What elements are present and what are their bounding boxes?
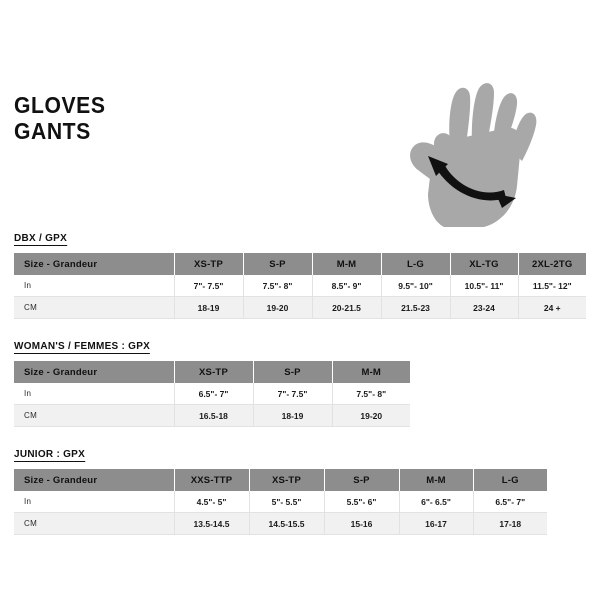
cell-in-xl: 10.5"- 11"	[450, 275, 519, 297]
cell-in-xs: 5"- 5.5"	[249, 491, 325, 513]
table-header-row: Size - Grandeur XS-TP S-P M-M L-G XL-TG …	[14, 253, 586, 275]
size-table-junior-gpx: Size - Grandeur XXS-TTP XS-TP S-P M-M L-…	[14, 469, 547, 535]
size-table-womans-gpx: Size - Grandeur XS-TP S-P M-M In 6.5"- 7…	[14, 361, 410, 427]
cell-cm-xs: 18-19	[174, 296, 244, 319]
cell-cm-s: 18-19	[253, 404, 333, 427]
cell-cm-xs: 16.5-18	[174, 404, 254, 427]
cell-in-m: 6"- 6.5"	[399, 491, 474, 513]
column-header-s: S-P	[253, 361, 333, 383]
cell-in-m: 8.5"- 9"	[312, 275, 382, 297]
section-title-dbx-gpx: DBX / GPX	[14, 232, 68, 246]
cell-cm-m: 19-20	[332, 404, 410, 427]
cell-cm-xxs: 13.5-14.5	[174, 512, 250, 535]
section-dbx-gpx: DBX / GPX Size - Grandeur XS-TP S-P M-M …	[14, 228, 586, 319]
cell-in-s: 7.5"- 8"	[243, 275, 313, 297]
column-header-2xl: 2XL-2TG	[518, 253, 586, 275]
cell-cm-s: 19-20	[243, 296, 313, 319]
table-row: CM 18-19 19-20 20-21.5 21.5-23 23-24 24 …	[14, 296, 586, 319]
column-header-xl: XL-TG	[450, 253, 519, 275]
column-header-s: S-P	[243, 253, 313, 275]
title-english: GLOVES	[14, 92, 106, 118]
column-header-xxs: XXS-TTP	[174, 469, 250, 491]
title-french: GANTS	[14, 118, 91, 144]
table-row: In 7"- 7.5" 7.5"- 8" 8.5"- 9" 9.5"- 10" …	[14, 275, 586, 297]
table-row: CM 13.5-14.5 14.5-15.5 15-16 16-17 17-18	[14, 512, 547, 535]
cell-cm-m: 16-17	[399, 512, 474, 535]
table-header-row: Size - Grandeur XS-TP S-P M-M	[14, 361, 410, 383]
table-header-row: Size - Grandeur XXS-TTP XS-TP S-P M-M L-…	[14, 469, 547, 491]
cell-in-xs: 6.5"- 7"	[174, 383, 254, 405]
table-row: In 4.5"- 5" 5"- 5.5" 5.5"- 6" 6"- 6.5" 6…	[14, 491, 547, 513]
column-header-xs: XS-TP	[174, 361, 254, 383]
cell-cm-xl: 23-24	[450, 296, 519, 319]
row-label-in: In	[14, 491, 175, 513]
cell-cm-xs: 14.5-15.5	[249, 512, 325, 535]
row-label-in: In	[14, 383, 175, 405]
row-label-cm: CM	[14, 404, 175, 427]
cell-in-2xl: 11.5"- 12"	[518, 275, 586, 297]
cell-cm-s: 15-16	[324, 512, 400, 535]
column-header-xs: XS-TP	[174, 253, 244, 275]
column-header-xs: XS-TP	[249, 469, 325, 491]
cell-in-xs: 7"- 7.5"	[174, 275, 244, 297]
row-label-cm: CM	[14, 296, 175, 319]
column-header-m: M-M	[332, 361, 410, 383]
measurement-arrow	[428, 156, 516, 208]
cell-in-xxs: 4.5"- 5"	[174, 491, 250, 513]
cell-in-m: 7.5"- 8"	[332, 383, 410, 405]
cell-cm-l: 21.5-23	[381, 296, 451, 319]
column-header-size: Size - Grandeur	[14, 253, 175, 275]
table-row: CM 16.5-18 18-19 19-20	[14, 404, 410, 427]
cell-in-s: 7"- 7.5"	[253, 383, 333, 405]
column-header-size: Size - Grandeur	[14, 469, 175, 491]
page-title: GLOVES GANTS	[14, 92, 113, 144]
column-header-size: Size - Grandeur	[14, 361, 175, 383]
hand-icon	[398, 82, 548, 227]
cell-cm-m: 20-21.5	[312, 296, 382, 319]
section-title-womans-gpx: WOMAN'S / FEMMES : GPX	[14, 340, 151, 354]
cell-in-l: 6.5"- 7"	[473, 491, 547, 513]
cell-in-l: 9.5"- 10"	[381, 275, 451, 297]
section-title-junior-gpx: JUNIOR : GPX	[14, 448, 86, 462]
table-row: In 6.5"- 7" 7"- 7.5" 7.5"- 8"	[14, 383, 410, 405]
column-header-m: M-M	[312, 253, 382, 275]
column-header-m: M-M	[399, 469, 474, 491]
section-junior-gpx: JUNIOR : GPX Size - Grandeur XXS-TTP XS-…	[14, 444, 547, 535]
cell-cm-2xl: 24 +	[518, 296, 586, 319]
column-header-l: L-G	[381, 253, 451, 275]
row-label-cm: CM	[14, 512, 175, 535]
hand-silhouette	[410, 83, 537, 227]
row-label-in: In	[14, 275, 175, 297]
size-table-dbx-gpx: Size - Grandeur XS-TP S-P M-M L-G XL-TG …	[14, 253, 586, 319]
column-header-s: S-P	[324, 469, 400, 491]
column-header-l: L-G	[473, 469, 547, 491]
section-womans-gpx: WOMAN'S / FEMMES : GPX Size - Grandeur X…	[14, 336, 410, 427]
cell-cm-l: 17-18	[473, 512, 547, 535]
cell-in-s: 5.5"- 6"	[324, 491, 400, 513]
